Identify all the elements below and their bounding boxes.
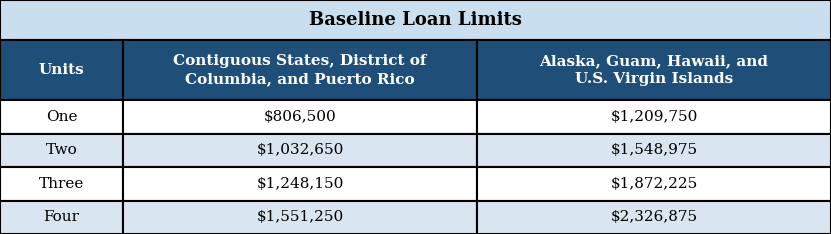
Bar (477, 40, 831, 100)
Bar (123, 134, 477, 167)
Text: Four: Four (43, 210, 80, 224)
Bar (477, 100, 831, 134)
Text: Two: Two (46, 143, 77, 157)
Bar (0, 201, 123, 234)
Text: Three: Three (39, 177, 84, 191)
Text: $806,500: $806,500 (263, 110, 337, 124)
Text: $1,872,225: $1,872,225 (611, 177, 697, 191)
Text: One: One (46, 110, 77, 124)
Bar (477, 167, 831, 201)
Bar (123, 201, 477, 234)
Bar (0, 40, 123, 100)
Text: $1,548,975: $1,548,975 (611, 143, 697, 157)
Text: $1,551,250: $1,551,250 (257, 210, 343, 224)
Text: Units: Units (38, 63, 85, 77)
Text: $2,326,875: $2,326,875 (611, 210, 697, 224)
Bar (123, 40, 477, 100)
Text: Baseline Loan Limits: Baseline Loan Limits (309, 11, 522, 29)
Bar (0, 167, 123, 201)
Bar (123, 167, 477, 201)
Text: $1,248,150: $1,248,150 (256, 177, 344, 191)
Bar (477, 134, 831, 167)
Bar (123, 100, 477, 134)
Text: $1,032,650: $1,032,650 (256, 143, 344, 157)
Text: Contiguous States, District of
Columbia, and Puerto Rico: Contiguous States, District of Columbia,… (173, 54, 427, 86)
Bar (0, 134, 123, 167)
Text: Alaska, Guam, Hawaii, and
U.S. Virgin Islands: Alaska, Guam, Hawaii, and U.S. Virgin Is… (539, 54, 769, 86)
Bar (0, 100, 123, 134)
Text: $1,209,750: $1,209,750 (610, 110, 698, 124)
Bar (0, 0, 831, 40)
Bar (477, 201, 831, 234)
